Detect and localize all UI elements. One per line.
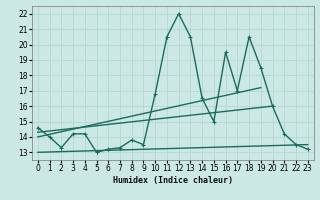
X-axis label: Humidex (Indice chaleur): Humidex (Indice chaleur) xyxy=(113,176,233,185)
